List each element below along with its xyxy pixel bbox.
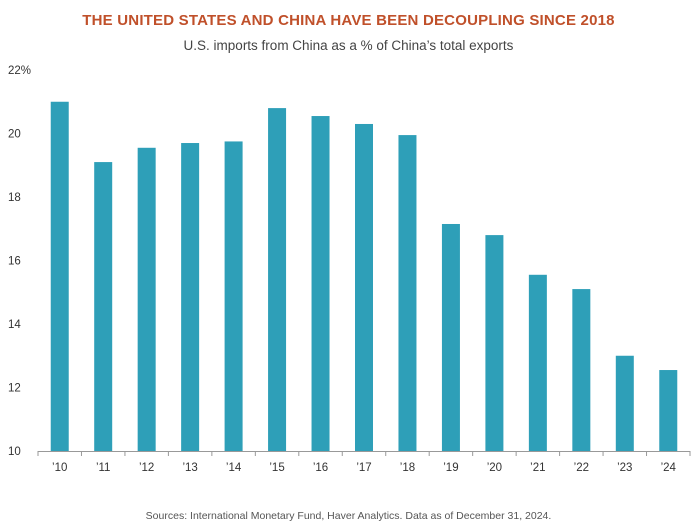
bar — [268, 108, 287, 451]
bar — [659, 370, 678, 451]
bar — [528, 274, 547, 451]
bar — [181, 143, 200, 451]
bar — [50, 101, 69, 451]
bar — [311, 116, 330, 451]
chart-title: THE UNITED STATES AND CHINA HAVE BEEN DE… — [82, 12, 615, 29]
bar — [94, 162, 113, 451]
x-tick-label: ’12 — [139, 462, 154, 474]
bar — [355, 123, 373, 451]
bar — [572, 289, 591, 451]
chart-subtitle: U.S. imports from China as a % of China’… — [183, 38, 514, 53]
x-tick-label: ’19 — [443, 462, 458, 474]
bar-chart: 10 12 14 16 18 20 22% ’10 ’11 ’12 ’13 ’14 ’15 ’16 ’17 ’… — [8, 65, 691, 474]
x-tick-label: ’10 — [52, 462, 67, 474]
x-tick-label: ’20 — [487, 462, 502, 474]
x-tick-label: ’15 — [269, 462, 284, 474]
x-tick-label: ’18 — [400, 462, 415, 474]
y-tick-label: 22% — [8, 65, 31, 77]
x-tick-label: ’22 — [574, 462, 589, 474]
bar — [441, 223, 460, 451]
source-note: Sources: International Monetary Fund, Ha… — [145, 510, 552, 522]
bar — [615, 355, 634, 451]
x-tick-label: ’21 — [530, 462, 545, 474]
x-tick-label: ’14 — [226, 462, 242, 474]
y-tick-label: 16 — [8, 256, 21, 268]
x-tick-label: ’13 — [182, 462, 197, 474]
bar — [224, 141, 243, 451]
y-tick-label: 10 — [8, 446, 21, 458]
y-tick-label: 12 — [8, 383, 21, 395]
bar — [485, 235, 504, 451]
bar — [398, 135, 417, 451]
y-tick-label: 20 — [8, 129, 21, 141]
x-tick-label: ’23 — [617, 462, 632, 474]
y-tick-label: 14 — [8, 319, 21, 331]
x-tick-label: ’17 — [356, 462, 371, 474]
x-tick-label: ’24 — [661, 462, 677, 474]
x-tick-label: ’16 — [313, 462, 328, 474]
x-tick-label: ’11 — [96, 462, 111, 474]
y-tick-label: 18 — [8, 192, 21, 204]
bar — [137, 147, 156, 451]
